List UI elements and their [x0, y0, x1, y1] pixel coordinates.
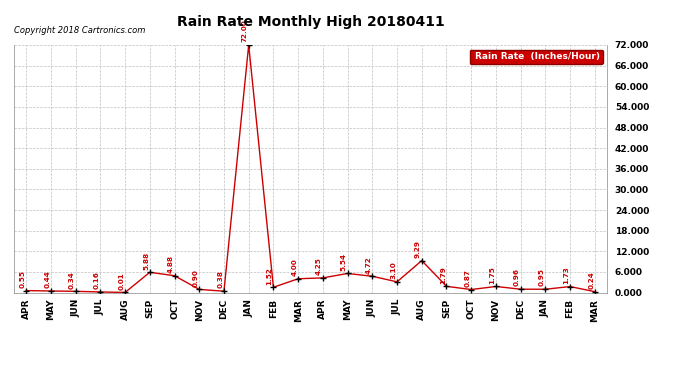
Text: 0.24: 0.24 [588, 271, 594, 289]
Text: 5.54: 5.54 [341, 253, 347, 271]
Text: 0.16: 0.16 [94, 272, 99, 289]
Text: 5.88: 5.88 [143, 251, 149, 270]
Text: 1.79: 1.79 [440, 266, 446, 284]
Text: 0.95: 0.95 [539, 268, 544, 286]
Text: 72.00: 72.00 [242, 20, 248, 42]
Text: 0.55: 0.55 [19, 270, 26, 288]
Text: 4.88: 4.88 [168, 255, 174, 273]
Text: 4.00: 4.00 [291, 258, 297, 276]
Text: 1.75: 1.75 [489, 266, 495, 284]
Text: 0.34: 0.34 [69, 271, 75, 289]
Text: 4.25: 4.25 [316, 257, 322, 275]
Text: 0.44: 0.44 [44, 270, 50, 288]
Text: 9.29: 9.29 [415, 240, 421, 258]
Text: 1.52: 1.52 [267, 267, 273, 285]
Text: 0.01: 0.01 [119, 272, 124, 290]
Text: Rain Rate Monthly High 20180411: Rain Rate Monthly High 20180411 [177, 15, 444, 29]
Text: 0.87: 0.87 [464, 269, 471, 287]
Text: 0.90: 0.90 [193, 269, 199, 286]
Text: 3.10: 3.10 [391, 261, 396, 279]
Text: 1.73: 1.73 [564, 266, 569, 284]
Text: 0.96: 0.96 [514, 268, 520, 286]
Text: 4.72: 4.72 [366, 256, 372, 273]
Text: 0.38: 0.38 [217, 271, 224, 288]
Legend: Rain Rate  (Inches/Hour): Rain Rate (Inches/Hour) [470, 50, 602, 64]
Text: Copyright 2018 Cartronics.com: Copyright 2018 Cartronics.com [14, 26, 145, 35]
